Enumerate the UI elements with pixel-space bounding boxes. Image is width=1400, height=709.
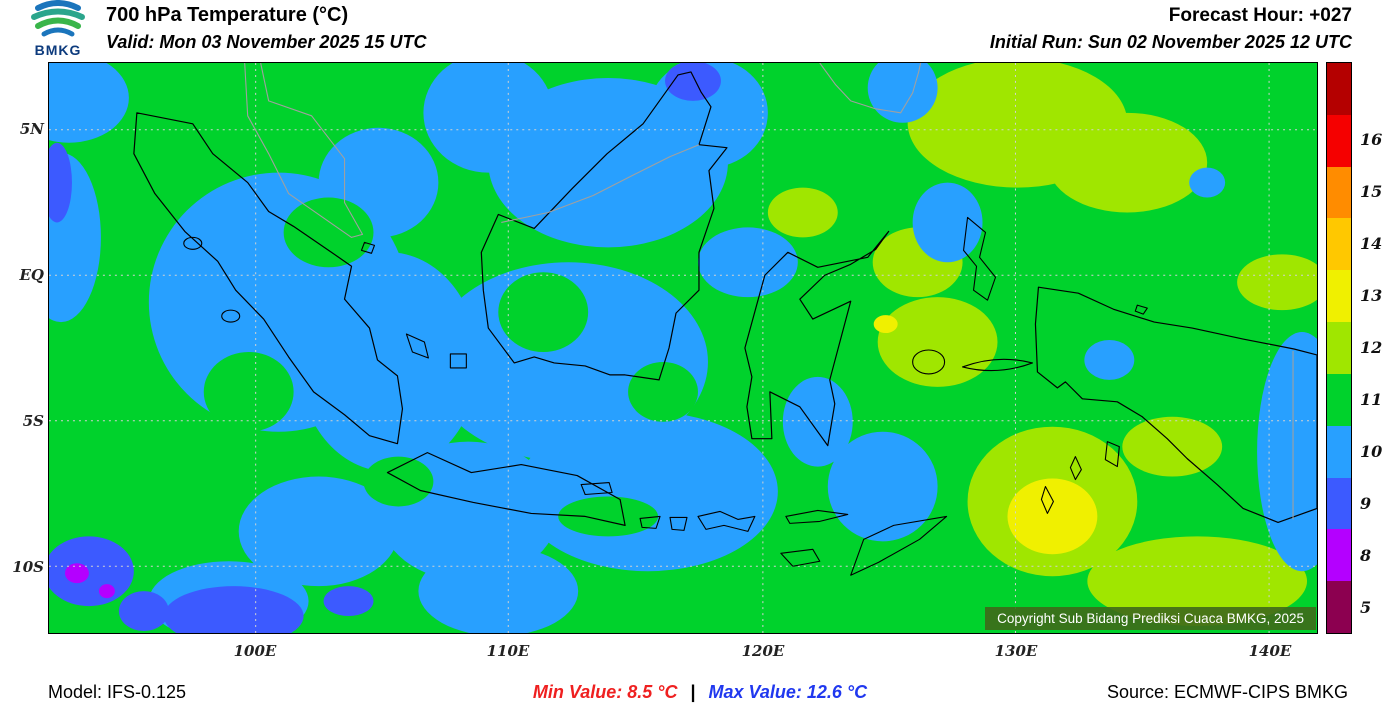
- temp-field-blue: [49, 63, 721, 633]
- foreign-borders: [244, 63, 1294, 520]
- colorbar-label-10: 10: [1360, 442, 1383, 461]
- colorbar-label-12: 12: [1360, 338, 1383, 357]
- copyright-banner: Copyright Sub Bidang Prediksi Cuaca BMKG…: [985, 607, 1316, 630]
- coastline-main-islands: [133, 71, 1317, 526]
- minmax-values: Min Value: 8.5 °C | Max Value: 12.6 °C: [0, 682, 1400, 703]
- colorbar-segment: [1327, 425, 1351, 478]
- footer: Model: IFS-0.125 Min Value: 8.5 °C | Max…: [0, 682, 1400, 708]
- coastline-small-islands: [183, 216, 1148, 576]
- forecast-hour-label: Forecast Hour: +027: [1168, 5, 1352, 26]
- valid-time-label: Valid: Mon 03 November 2025 15 UTC: [106, 32, 427, 52]
- colorbar-segment: [1327, 218, 1351, 271]
- lat-label-eq: EQ: [19, 266, 45, 284]
- colorbar-segment: [1327, 166, 1351, 219]
- temperature-colorbar: [1326, 62, 1352, 634]
- bmkg-logo-text: BMKG: [34, 42, 82, 58]
- source-label: Source: ECMWF-CIPS BMKG: [1106, 682, 1348, 702]
- lon-label-120e: 120E: [741, 642, 785, 660]
- max-value-label: Max Value: 12.6 °C: [708, 682, 868, 702]
- colorbar-segment: [1327, 477, 1351, 530]
- minmax-separator: |: [690, 682, 696, 702]
- bmkg-logo-icon: [31, 0, 85, 37]
- colorbar-segment: [1327, 322, 1351, 374]
- header: BMKG 700 hPa Temperature (°C) Forecast H…: [0, 0, 1400, 58]
- temperature-map: [49, 63, 1317, 633]
- lon-label-140e: 140E: [1248, 642, 1292, 660]
- min-value-label: Min Value: 8.5 °C: [532, 682, 678, 702]
- bmkg-logo: BMKG: [12, 0, 104, 58]
- colorbar-segment: [1327, 581, 1351, 633]
- initial-run-label: Initial Run: Sun 02 November 2025 12 UTC: [989, 32, 1352, 52]
- lat-label-5s: 5S: [22, 412, 44, 430]
- header-titles: 700 hPa Temperature (°C) Forecast Hour: …: [106, 4, 1352, 53]
- page-title: 700 hPa Temperature (°C): [106, 4, 349, 26]
- colorbar-segment: [1327, 114, 1351, 167]
- colorbar-segment: [1327, 63, 1351, 115]
- lat-label-5n: 5N: [19, 120, 44, 138]
- lat-label-10s: 10S: [12, 558, 44, 576]
- colorbar-label-8: 8: [1360, 546, 1372, 565]
- colorbar-label-9: 9: [1360, 494, 1372, 513]
- colorbar-segment: [1327, 373, 1351, 426]
- colorbar-label-16: 16: [1360, 130, 1383, 149]
- lon-label-110e: 110E: [486, 642, 530, 660]
- colorbar-label-14: 14: [1360, 234, 1383, 253]
- colorbar-segment: [1327, 270, 1351, 323]
- lon-label-130e: 130E: [994, 642, 1038, 660]
- map-canvas: Copyright Sub Bidang Prediksi Cuaca BMKG…: [48, 62, 1318, 634]
- colorbar-label-11: 11: [1360, 390, 1383, 409]
- temp-field-yellow: [873, 315, 1098, 555]
- colorbar-segment: [1327, 529, 1351, 582]
- temp-field-purple: [64, 563, 115, 599]
- lon-label-100e: 100E: [233, 642, 277, 660]
- colorbar-label-13: 13: [1360, 286, 1383, 305]
- colorbar-label-15: 15: [1360, 182, 1383, 201]
- colorbar-label-5: 5: [1360, 598, 1372, 617]
- model-label: Model: IFS-0.125: [48, 682, 187, 702]
